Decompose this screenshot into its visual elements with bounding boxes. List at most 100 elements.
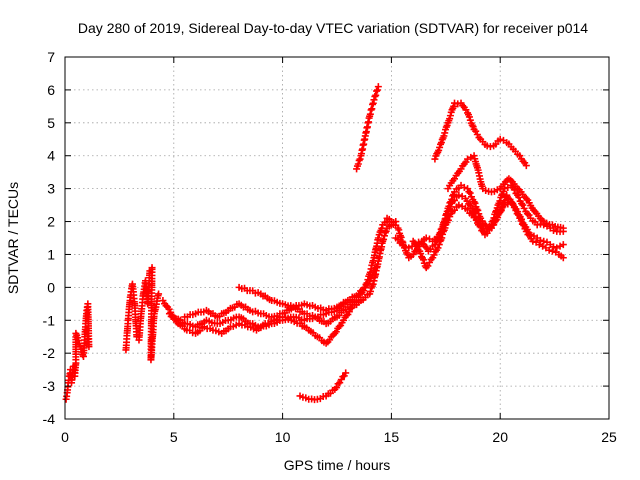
data-point-segment-g-27 (370, 96, 378, 104)
data-point-segment-h-102 (559, 241, 567, 249)
y-tick-label-4: 0 (47, 279, 55, 295)
data-point-segment-i-44 (466, 189, 474, 197)
data-point-segment-i-82 (517, 217, 525, 225)
data-point-segment-g-32 (374, 83, 382, 91)
data-point-segment-c-112 (381, 229, 389, 237)
y-tick-label-11: 7 (47, 49, 55, 65)
data-point-segment-j-25 (439, 228, 447, 236)
x-tick-label-2: 10 (275, 429, 291, 445)
data-point-segment-j-52 (488, 218, 496, 226)
data-point-segment-i-96 (548, 247, 556, 255)
data-point-segment-l-66 (559, 224, 567, 232)
data-point-segment-k-31 (465, 113, 473, 121)
data-point-segment-k-48 (496, 135, 504, 143)
axis-ticks: 0 5 10 15 20 25 -4 -3 -2 -1 0 1 2 3 4 5 6 7 (43, 49, 617, 445)
data-point-segment-i-90 (529, 237, 537, 245)
y-tick-label-1: -3 (43, 378, 56, 394)
data-point-segment-a-153 (155, 290, 163, 298)
x-tick-label-4: 20 (492, 429, 508, 445)
data-point-segment-h-96 (540, 237, 548, 245)
data-point-segment-f-14 (332, 384, 340, 392)
data-point-segment-j-89 (550, 227, 558, 235)
data-point-segment-f-20 (342, 369, 350, 377)
data-point-early-cluster-89 (83, 326, 91, 334)
x-tick-label-0: 0 (61, 429, 69, 445)
data-point-segment-j-19 (434, 244, 442, 252)
data-point-segment-i-100 (559, 254, 567, 262)
y-tick-label-5: 1 (47, 246, 55, 262)
data-point-segment-i-78 (512, 206, 520, 214)
data-point-segment-j-36 (455, 201, 463, 209)
data-point-segment-j-54 (490, 214, 498, 222)
data-point-segment-j-76 (519, 201, 527, 209)
data-point-segment-d-79 (368, 272, 376, 280)
data-point-segment-i-83 (518, 220, 526, 228)
data-point-segment-c-69 (332, 328, 340, 336)
data-point-segment-k-5 (436, 143, 444, 151)
y-tick-label-6: 2 (47, 214, 55, 230)
y-tick-label-8: 4 (47, 148, 55, 164)
data-point-segment-c-79 (347, 305, 355, 313)
data-point-segment-i-34 (448, 195, 456, 203)
data-point-segment-h-26 (422, 234, 430, 242)
data-point-segment-i-35 (449, 192, 457, 200)
data-point-segment-h-99 (550, 243, 558, 251)
data-point-segment-g-3 (355, 156, 363, 164)
data-point-segment-b-105 (374, 234, 382, 242)
data-point-segment-h-95 (536, 236, 544, 244)
data-point-segment-i-80 (514, 211, 522, 219)
data-point-segment-d-80 (370, 268, 378, 276)
data-point-segment-i-79 (513, 210, 521, 218)
data-point-segment-k-18 (446, 112, 454, 120)
data-point-segment-k-11 (441, 129, 449, 137)
data-point-segment-c-71 (335, 323, 343, 331)
data-point-segment-i-84 (520, 221, 528, 229)
data-point-segment-c-76 (342, 312, 350, 320)
data-points (62, 83, 567, 404)
data-point-segment-g-31 (373, 86, 381, 94)
data-point-segment-j-16 (430, 251, 438, 259)
data-point-segment-k-22 (450, 102, 458, 110)
data-point-segment-e-41 (340, 300, 348, 308)
data-point-segment-j-30 (444, 216, 452, 224)
data-point-segment-c-78 (345, 308, 353, 316)
data-point-segment-g-29 (372, 91, 380, 99)
data-point-segment-j-75 (518, 200, 526, 208)
data-point-segment-h-6 (395, 226, 403, 234)
data-point-segment-j-56 (492, 208, 500, 216)
data-point-segment-i-77 (511, 203, 519, 211)
data-point-segment-g-4 (356, 155, 364, 163)
x-tick-label-1: 5 (170, 429, 178, 445)
data-point-segment-k-34 (468, 121, 476, 129)
plot-frame (64, 56, 610, 420)
data-point-segment-j-20 (435, 241, 443, 249)
y-tick-label-9: 5 (47, 115, 55, 131)
data-point-segment-i-1 (394, 235, 402, 243)
data-point-segment-c-89 (367, 287, 375, 295)
data-point-segment-k-60 (522, 162, 530, 170)
data-point-segment-j-63 (498, 191, 506, 199)
data-point-segment-i-4 (402, 243, 410, 251)
x-tick-label-3: 15 (384, 429, 400, 445)
data-point-segment-i-50 (473, 205, 481, 213)
data-point-segment-g-2 (354, 160, 362, 168)
data-point-segment-g-30 (373, 87, 381, 95)
data-point-segment-i-51 (474, 206, 482, 214)
x-axis-label: GPS time / hours (284, 457, 391, 473)
data-point-segment-j-8 (419, 256, 427, 264)
data-point-segment-i-31 (445, 202, 453, 210)
y-tick-label-10: 6 (47, 82, 55, 98)
data-point-segment-c-110 (380, 235, 388, 243)
data-point-segment-c-92 (369, 280, 377, 288)
y-tick-label-2: -2 (43, 345, 56, 361)
data-point-segment-i-43 (465, 188, 473, 196)
data-point-segment-i-95 (545, 246, 553, 254)
data-point-segment-d-82 (372, 264, 380, 272)
data-point-segment-g-28 (371, 92, 379, 100)
data-point-segment-j-61 (496, 197, 504, 205)
data-point-segment-i-41 (460, 183, 468, 191)
y-tick-label-7: 3 (47, 181, 55, 197)
data-point-segment-j-23 (438, 234, 446, 242)
chart-title: Day 280 of 2019, Sidereal Day-to-day VTE… (78, 20, 588, 36)
